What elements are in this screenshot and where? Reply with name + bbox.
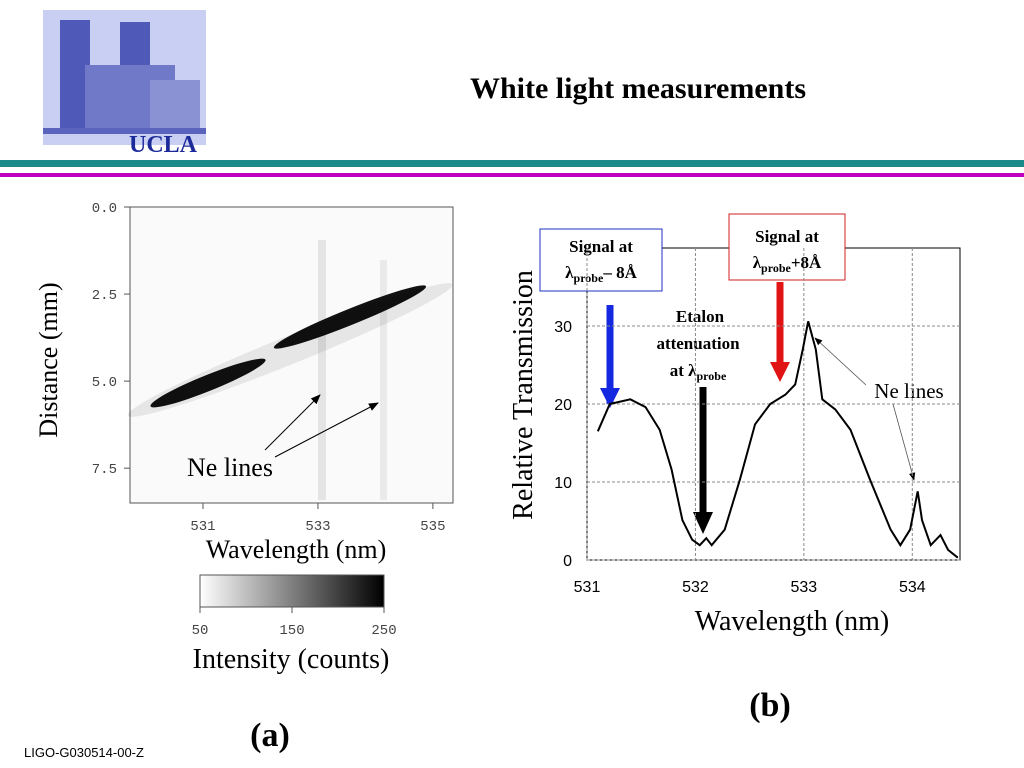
annotation: at λprobe [670, 361, 727, 383]
y-tick-label: 2.5 [92, 288, 117, 304]
rule [0, 160, 1024, 167]
callout [640, 302, 758, 390]
y-tick-label: 7.5 [92, 462, 117, 478]
x-tick-label: 534 [899, 579, 926, 596]
annotation: Signal at [569, 237, 633, 256]
annotation: probe [574, 271, 604, 285]
y-tick-label: 0 [563, 553, 572, 570]
x-tick-label: 535 [420, 519, 445, 535]
y-tick-label: 5.0 [92, 375, 117, 391]
y-tick-label: 20 [554, 397, 572, 414]
annotation: Ne lines [187, 453, 273, 482]
annotation: probe [761, 261, 791, 275]
x-axis-label: Wavelength (nm) [695, 606, 889, 637]
annotation: +8Å [791, 253, 822, 272]
colorbar-label: Intensity (counts) [193, 644, 390, 675]
annotation: λ [753, 253, 762, 272]
annotation: at λ [670, 361, 697, 380]
y-axis-label: Relative Transmission [508, 270, 539, 520]
panel-label: (a) [250, 717, 290, 754]
arrow [814, 337, 867, 386]
colorbar-tick-label: 50 [192, 623, 209, 639]
y-axis-label: Distance (mm) [34, 282, 63, 437]
annotation: Ne lines [874, 379, 943, 403]
arrow [892, 403, 916, 481]
x-tick-label: 533 [791, 579, 818, 596]
data-line [596, 321, 959, 559]
arrow [274, 402, 379, 458]
callout [728, 213, 846, 281]
x-axis-label: Wavelength (nm) [206, 535, 387, 564]
panel-label: (b) [749, 687, 791, 724]
annotation: Signal at [755, 227, 819, 246]
x-tick-label: 531 [190, 519, 215, 535]
intensity-image [127, 206, 454, 504]
colorbar-tick-label: 150 [279, 623, 304, 639]
annotation: Etalon [676, 307, 725, 326]
colorbar [199, 574, 385, 608]
arrow [693, 512, 713, 534]
x-tick-label: 531 [574, 579, 601, 596]
y-tick-label: 0.0 [92, 201, 117, 217]
logo-text: UCLA [129, 132, 198, 158]
y-tick-label: 30 [554, 319, 572, 336]
x-tick-label: 532 [682, 579, 709, 596]
annotation: λprobe– 8Å [565, 263, 637, 285]
annotation: probe [696, 369, 726, 383]
colorbar-tick-label: 250 [371, 623, 396, 639]
logo: UCLA [43, 10, 206, 158]
annotation: λprobe+8Å [753, 253, 822, 275]
y-tick-label: 10 [554, 475, 572, 492]
annotation: attenuation [656, 334, 740, 353]
arrow [600, 388, 620, 408]
annotation: λ [565, 263, 574, 282]
arrow [770, 362, 790, 382]
x-tick-label: 533 [305, 519, 330, 535]
callout [539, 228, 663, 292]
callout [865, 378, 953, 404]
rule [0, 173, 1024, 177]
footer: LIGO-G030514-00-Z [24, 745, 144, 760]
slide-title: White light measurements [470, 72, 806, 105]
annotation: – 8Å [602, 263, 637, 282]
arrow [264, 394, 321, 451]
